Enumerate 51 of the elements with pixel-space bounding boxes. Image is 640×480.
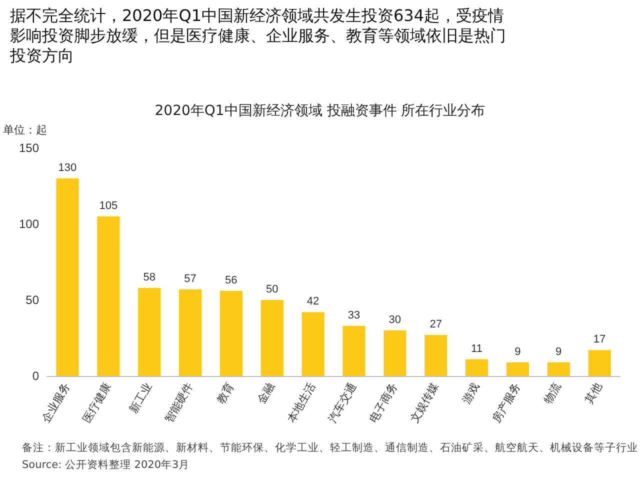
bar <box>302 312 324 376</box>
data-label: 30 <box>388 314 402 326</box>
y-tick-label: 50 <box>26 293 40 307</box>
bar <box>342 326 366 376</box>
x-tick-label: 物流 <box>542 380 564 406</box>
data-label: 50 <box>266 284 278 296</box>
bar <box>424 334 448 376</box>
data-label: 27 <box>430 318 442 330</box>
data-label: 105 <box>99 200 118 212</box>
x-tick-label: 文娱传媒 <box>408 380 442 426</box>
data-label: 130 <box>58 162 77 174</box>
x-tick-label: 本地生活 <box>284 380 318 426</box>
bar <box>260 300 284 376</box>
bar <box>56 178 79 376</box>
bar <box>220 290 242 376</box>
x-tick-label: 汽车交通 <box>326 380 360 426</box>
data-label: 57 <box>184 272 196 285</box>
bar <box>97 216 120 376</box>
y-axis-title: 单位：起 <box>3 124 47 136</box>
data-label: 17 <box>593 334 606 346</box>
bar <box>547 362 570 376</box>
x-tick-label: 新工业 <box>126 380 155 416</box>
data-label: 9 <box>556 346 562 358</box>
chart-title: 据不完全统计，2020年Q1中国新经济领域共发生投资634起，受疫情影响投资脚步放缓，但是医疗健康、企业服务、教育等领域依旧是热门投资方向 <box>10 6 507 66</box>
bar <box>506 362 529 376</box>
data-label: 11 <box>471 342 482 355</box>
bar <box>588 350 611 376</box>
source-note: Source: 公开资料整理 2020年3月 <box>22 458 191 473</box>
data-label: 42 <box>306 296 320 308</box>
y-tick-label: 150 <box>18 141 40 155</box>
x-tick-label: 企业服务 <box>39 380 73 426</box>
data-label: 56 <box>225 274 238 286</box>
x-tick-label: 医疗健康 <box>80 380 114 426</box>
x-tick-label: 房产服务 <box>490 380 523 426</box>
bar <box>138 288 161 376</box>
bar <box>384 330 406 376</box>
data-label: 58 <box>143 271 156 284</box>
x-tick-label: 金融 <box>256 381 278 406</box>
x-tick-label: 智能硬件 <box>162 380 196 426</box>
x-tick-label: 教育 <box>214 380 236 406</box>
x-tick-label: 其他 <box>582 380 605 406</box>
x-tick-label: 电子商务 <box>366 380 400 426</box>
data-label: 33 <box>348 309 360 322</box>
x-tick-label: 游戏 <box>460 380 482 406</box>
bar <box>465 359 488 376</box>
bar <box>178 289 202 376</box>
data-label: 9 <box>514 346 521 358</box>
chart-subtitle: 2020年Q1中国新经济领域 投融资事件 所在行业分布 <box>154 102 486 120</box>
text: 备注：新工业领域包含新能源、新材料、节能环保、化学工业、轻工制造、通信制造、石油矿采、航空航天、机械设备等子行业 <box>22 441 639 456</box>
y-tick-label: 0 <box>32 369 40 383</box>
y-tick-label: 100 <box>18 217 40 231</box>
